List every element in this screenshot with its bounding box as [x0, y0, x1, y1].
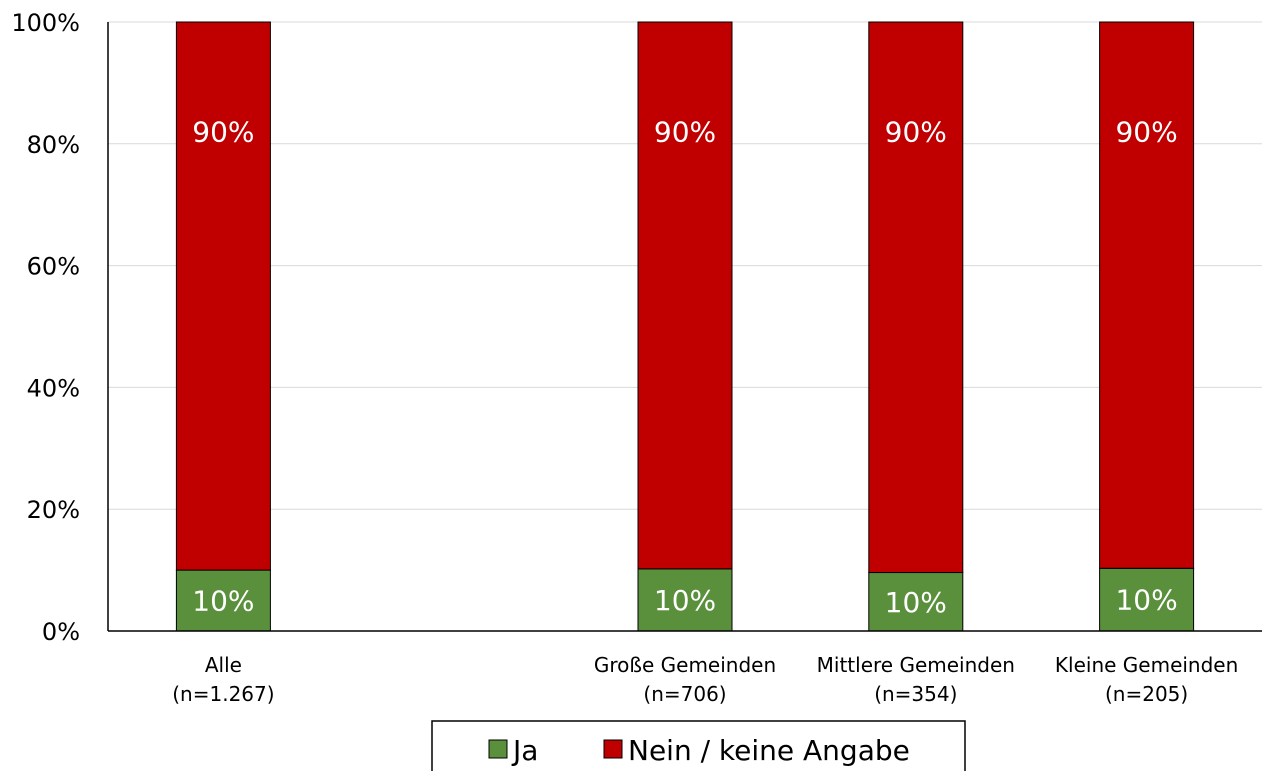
- x-category-label: (n=706): [643, 682, 726, 706]
- x-category-label: (n=205): [1105, 682, 1188, 706]
- legend: Ja Nein / keine Angabe: [431, 720, 966, 771]
- data-label: 10%: [885, 586, 947, 619]
- bars: 10% 90% 10% 90% 10% 90% 10% 90%: [175, 21, 1195, 632]
- data-label: 10%: [1115, 584, 1177, 617]
- x-category-label: (n=354): [874, 682, 957, 706]
- bar-segment-ja: [175, 569, 271, 632]
- x-category-label: Kleine Gemeinden: [1055, 653, 1238, 677]
- legend-label: Nein / keine Angabe: [628, 734, 910, 767]
- data-label: 10%: [654, 584, 716, 617]
- y-tick-label: 20%: [27, 496, 80, 524]
- x-axis-category-labels: Alle (n=1.267) Große Gemeinden (n=706) Mittl…: [172, 653, 1238, 706]
- data-label: 90%: [885, 116, 947, 149]
- axes: [107, 22, 1262, 632]
- bar-segment-nein: [868, 21, 964, 574]
- y-tick-label: 0%: [42, 618, 80, 646]
- x-category-label: (n=1.267): [172, 682, 274, 706]
- legend-swatch: [488, 739, 508, 759]
- legend-swatch: [603, 739, 623, 759]
- legend-label: Ja: [511, 734, 538, 767]
- bar-segment-nein: [175, 21, 271, 571]
- legend-box: [431, 720, 966, 771]
- y-axis-tick-labels: 0% 20% 40% 60% 80% 100%: [11, 9, 80, 646]
- x-category-label: Alle: [205, 653, 242, 677]
- data-label: 90%: [654, 116, 716, 149]
- x-category-label: Große Gemeinden: [594, 653, 776, 677]
- data-label: 90%: [192, 116, 254, 149]
- data-label: 90%: [1115, 116, 1177, 149]
- bar-segment-nein: [637, 21, 733, 570]
- bar-segment-nein: [1099, 21, 1195, 569]
- y-tick-label: 40%: [27, 374, 80, 402]
- y-tick-label: 80%: [27, 131, 80, 159]
- y-tick-label: 60%: [27, 253, 80, 281]
- y-tick-label: 100%: [11, 9, 80, 37]
- data-label: 10%: [192, 585, 254, 618]
- x-category-label: Mittlere Gemeinden: [817, 653, 1015, 677]
